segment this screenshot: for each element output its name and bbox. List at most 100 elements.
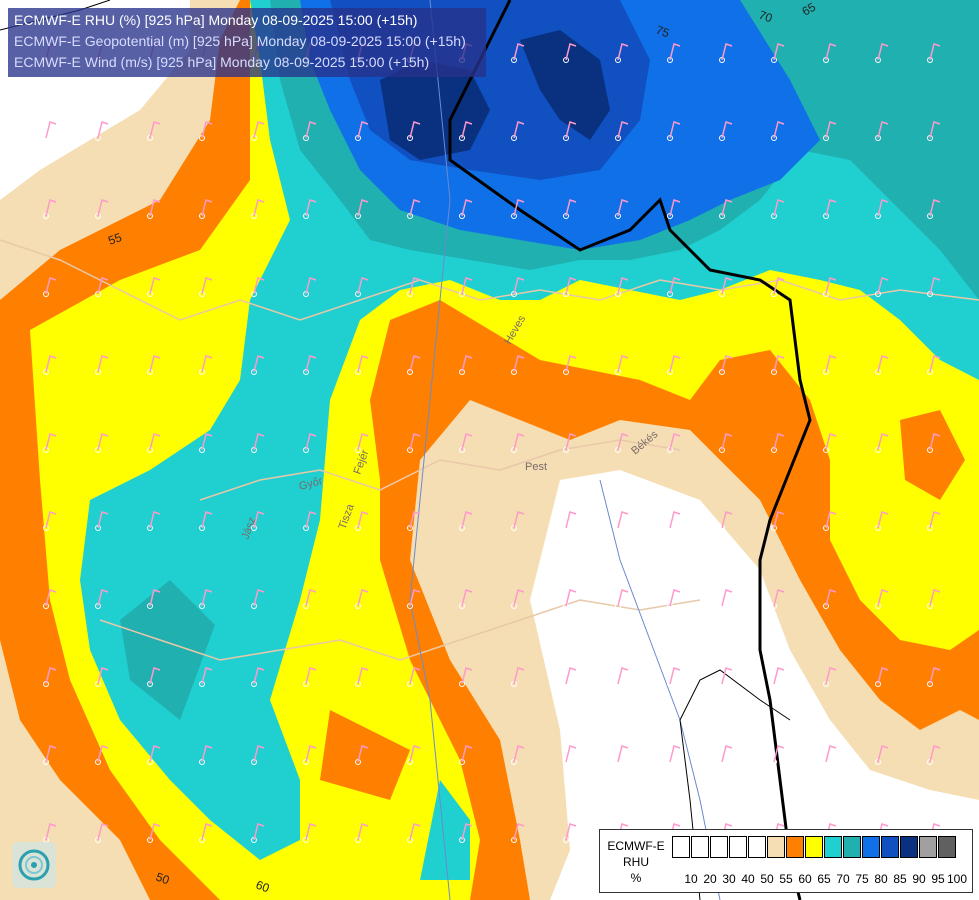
wind-barb-icon (147, 823, 161, 843)
colorbar-swatch (786, 836, 804, 858)
wind-barb-icon (407, 277, 421, 297)
wind-barb-icon (771, 43, 785, 63)
wind-barb-icon (667, 667, 681, 687)
colorbar-unit: % (630, 871, 642, 885)
wind-barb-icon (407, 823, 421, 843)
colorbar-swatch (748, 836, 766, 858)
wind-barb-icon (355, 199, 369, 219)
wind-barb-icon (459, 667, 473, 687)
wind-barb-icon (147, 355, 161, 375)
wind-barb-icon (927, 355, 941, 375)
colorbar-swatch (729, 836, 747, 858)
wind-barb-icon (303, 745, 317, 765)
wind-barb-icon (95, 745, 109, 765)
wind-barb-icon (355, 823, 369, 843)
wind-barb-icon (355, 121, 369, 141)
wind-barb-icon (303, 667, 317, 687)
colorbar-swatch (691, 836, 709, 858)
colorbar-tick-label: 50 (760, 872, 774, 886)
title-geopotential: ECMWF-E Geopotential (m) [925 hPa] Monda… (14, 33, 466, 49)
contour-label: 70 (757, 8, 775, 26)
wind-barb-icon (771, 355, 785, 375)
contour-line (679, 669, 791, 900)
wind-barb-icon (147, 121, 161, 141)
wind-barb-icon (875, 277, 889, 297)
title-rhu: ECMWF-E RHU (%) [925 hPa] Monday 08-09-2… (14, 12, 418, 28)
wind-barb-icon (147, 511, 161, 531)
wind-barb-icon (875, 121, 889, 141)
wind-barb-icon (407, 667, 421, 687)
wind-barb-icon (511, 667, 525, 687)
wind-barb-icon (251, 511, 265, 531)
contour-label: 55 (106, 230, 124, 248)
wind-barb-icon (251, 667, 265, 687)
wind-barb-icon (823, 589, 837, 609)
wind-barb-icon (95, 433, 109, 453)
wind-barb-icon (563, 355, 577, 375)
wind-barb-icon (147, 199, 161, 219)
wind-barb-icon (563, 433, 577, 453)
wind-barb-icon (615, 355, 629, 375)
wind-barb-icon (95, 823, 109, 843)
wind-barb-icon (43, 745, 57, 765)
wind-barb-icon (875, 511, 889, 531)
rhu-70-zone (80, 0, 979, 860)
contour-label: 50 (154, 870, 172, 888)
wind-barb-icon (95, 277, 109, 297)
colorbar-variable: RHU (623, 855, 649, 869)
wind-barb-icon (407, 199, 421, 219)
wind-barb-icon (563, 511, 577, 531)
wind-barb-icon (303, 433, 317, 453)
borders (0, 239, 979, 661)
colorbar-tick-label: 80 (874, 872, 888, 886)
colorbar-tick-label: 90 (912, 872, 926, 886)
wind-barb-icon (719, 355, 733, 375)
wind-barb-icon (875, 43, 889, 63)
wind-barb-icon (771, 433, 785, 453)
wind-barb-icon (303, 823, 317, 843)
wind-barb-icon (355, 667, 369, 687)
wind-barb-icon (147, 667, 161, 687)
boundary-line (448, 0, 812, 900)
wind-barb-icon (875, 745, 889, 765)
wind-barb-icon (147, 277, 161, 297)
wind-barb-icon (615, 667, 629, 687)
wind-barb-icon (771, 667, 785, 687)
contour-labels: 50 55 60 65 70 75 (106, 0, 818, 895)
colorbar-tick-label: 70 (836, 872, 850, 886)
wind-barbs (43, 43, 941, 843)
rivers (409, 0, 721, 900)
wind-barb-icon (511, 199, 525, 219)
wind-barb-icon (251, 355, 265, 375)
wind-barb-icon (667, 121, 681, 141)
wind-barb-icon (43, 355, 57, 375)
wind-barb-icon (199, 277, 213, 297)
wind-barb-icon (875, 589, 889, 609)
wind-barb-icon (251, 589, 265, 609)
colorbar-tick-label: 95 (931, 872, 945, 886)
rhu-75-patch (120, 580, 215, 720)
wind-barb-icon (563, 43, 577, 63)
wind-barb-icon (823, 745, 837, 765)
wind-barb-icon (823, 43, 837, 63)
wind-barb-icon (511, 355, 525, 375)
wind-barb-icon (511, 43, 525, 63)
wind-barb-icon (511, 589, 525, 609)
wind-barb-icon (407, 511, 421, 531)
wind-barb-icon (875, 667, 889, 687)
wind-barb-icon (199, 589, 213, 609)
wind-barb-icon (563, 589, 577, 609)
wind-barb-icon (875, 199, 889, 219)
wind-barb-icon (355, 433, 369, 453)
wind-barb-icon (95, 589, 109, 609)
wind-barb-icon (95, 355, 109, 375)
wind-barb-icon (95, 511, 109, 531)
wind-barb-icon (43, 589, 57, 609)
wind-barb-icon (719, 277, 733, 297)
wind-barb-icon (615, 199, 629, 219)
wind-barb-icon (823, 667, 837, 687)
wind-barb-icon (303, 511, 317, 531)
wind-barb-icon (43, 199, 57, 219)
wind-barb-icon (459, 355, 473, 375)
